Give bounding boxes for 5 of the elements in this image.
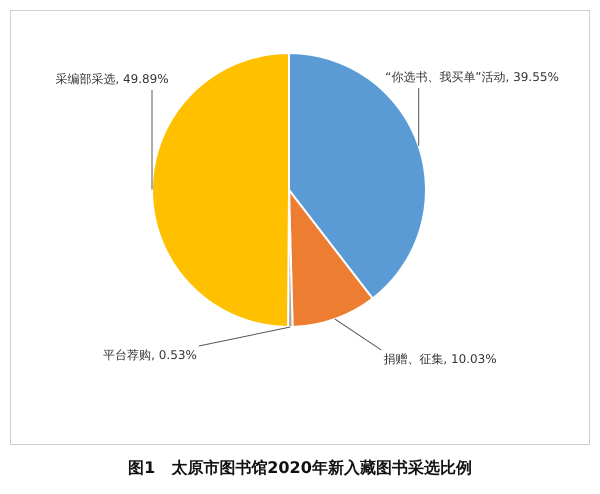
- slice-label: “你选书、我买单”活动, 39.55%: [385, 70, 559, 84]
- text: 图1 太原市图书馆2020年新入藏图书采选比例: [127, 458, 473, 479]
- slice-label: 采编部采选, 49.89%: [55, 72, 169, 86]
- slice-label: 平台荐购, 0.53%: [103, 348, 197, 362]
- slice-label: 捐赠、征集, 10.03%: [383, 352, 497, 366]
